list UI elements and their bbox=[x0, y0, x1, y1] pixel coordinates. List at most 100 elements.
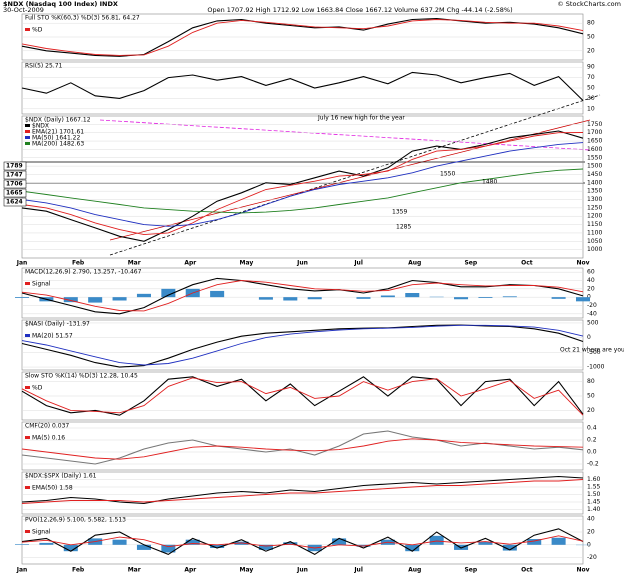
legend-label: EMA(50) 1.58 bbox=[32, 485, 73, 492]
y-tick-label: 0.0 bbox=[587, 449, 597, 456]
y-tick-label: -40 bbox=[587, 310, 597, 317]
histogram-bar bbox=[356, 297, 371, 299]
histogram-bar bbox=[502, 544, 517, 551]
histogram-bar bbox=[575, 297, 591, 302]
y-tick-label: 10 bbox=[587, 105, 595, 112]
x-tick-label: Aug bbox=[408, 567, 421, 574]
y-tick-label: 50 bbox=[587, 85, 595, 92]
legend-label: MA(50) 1641.22 bbox=[32, 135, 80, 142]
y-tick-label: 1500 bbox=[587, 163, 602, 170]
histogram-bar bbox=[210, 544, 225, 548]
histogram-bar bbox=[14, 297, 30, 298]
price-box-label: 1706 bbox=[6, 181, 23, 188]
histogram-bar bbox=[429, 535, 444, 545]
x-tick-label: Jun bbox=[296, 260, 308, 267]
y-tick-label: 1150 bbox=[587, 221, 602, 228]
series-line bbox=[21, 438, 584, 460]
histogram-bar bbox=[185, 539, 200, 545]
y-tick-label: 30 bbox=[587, 95, 595, 102]
panel-title: RSI(5) 25.71 bbox=[25, 63, 63, 70]
y-tick-label: 80 bbox=[587, 378, 595, 385]
x-tick-label: Jan bbox=[16, 567, 28, 574]
price-box-label: 1789 bbox=[6, 163, 23, 170]
legend-label: Signal bbox=[32, 281, 51, 288]
symbol: $NDX (Nasdaq 100 Index) INDX bbox=[3, 0, 118, 8]
legend-swatch bbox=[25, 136, 30, 139]
panel-title: $NDX (Daily) 1667.12 bbox=[25, 117, 91, 124]
y-tick-label: 50 bbox=[587, 393, 595, 400]
panel-title: $NASI (Daily) -131.97 bbox=[25, 321, 90, 328]
panel-frame bbox=[21, 471, 584, 515]
y-tick-label: 20 bbox=[587, 285, 595, 292]
y-tick-label: 40 bbox=[587, 277, 595, 284]
histogram-bar bbox=[478, 541, 493, 545]
series-line bbox=[21, 479, 584, 504]
histogram-bar bbox=[63, 297, 78, 303]
legend-label: %D bbox=[32, 385, 43, 392]
y-tick-label: 60 bbox=[587, 269, 595, 276]
series-line bbox=[21, 535, 584, 549]
histogram-bar bbox=[478, 297, 493, 298]
legend-swatch bbox=[25, 142, 30, 145]
legend-label: EMA(21) 1701.61 bbox=[32, 129, 84, 136]
y-tick-label: -1000 bbox=[587, 364, 605, 371]
y-tick-label: 1.45 bbox=[587, 499, 601, 506]
x-tick-label: Oct bbox=[521, 567, 533, 574]
annotation: Oct 21 where are you going? bbox=[560, 347, 624, 354]
y-tick-label: 40 bbox=[587, 516, 595, 523]
trendline bbox=[99, 119, 591, 151]
x-tick-label: Sep bbox=[464, 260, 477, 267]
y-tick-label: 1650 bbox=[587, 138, 602, 145]
series-line bbox=[21, 130, 584, 242]
legend-label: %D bbox=[32, 27, 43, 34]
x-tick-label: Nov bbox=[576, 260, 589, 267]
histogram-bar bbox=[454, 544, 469, 550]
source: © StockCharts.com bbox=[557, 0, 621, 8]
x-tick-label: Apr bbox=[184, 260, 196, 267]
histogram-bar bbox=[283, 297, 298, 301]
panel-title: PVO(12,26,9) 5.100, 5.582, 1.513 bbox=[25, 517, 126, 524]
histogram-bar bbox=[551, 537, 566, 545]
y-tick-label: 1400 bbox=[587, 179, 602, 186]
series-line bbox=[21, 376, 584, 416]
annotation: July 16 new high for the year bbox=[317, 115, 405, 122]
histogram-bar bbox=[380, 295, 395, 298]
y-tick-label: 0.4 bbox=[587, 425, 597, 432]
y-tick-label: -500 bbox=[587, 349, 601, 356]
histogram-bar bbox=[112, 539, 127, 545]
y-tick-label: 1600 bbox=[587, 146, 602, 153]
series-line bbox=[21, 475, 584, 505]
x-tick-label: Jun bbox=[296, 567, 308, 574]
histogram-bar bbox=[136, 544, 151, 550]
y-tick-label: 1.40 bbox=[587, 506, 601, 513]
histogram-bar bbox=[258, 297, 273, 300]
annotation: 1550 bbox=[440, 171, 455, 178]
legend-label: $NDX bbox=[32, 123, 49, 130]
series-line bbox=[21, 324, 584, 368]
histogram-bar bbox=[258, 544, 273, 550]
legend-swatch bbox=[25, 334, 30, 337]
histogram-bar bbox=[161, 544, 176, 553]
histogram-bar bbox=[63, 544, 78, 552]
y-tick-label: 80 bbox=[587, 20, 595, 27]
y-tick-label: 50 bbox=[587, 34, 595, 41]
x-tick-label: Aug bbox=[408, 260, 421, 267]
histogram-bar bbox=[39, 542, 54, 545]
trendline bbox=[109, 119, 591, 241]
x-tick-label: Jul bbox=[353, 567, 363, 574]
panel-frame bbox=[21, 515, 584, 565]
histogram-bar bbox=[332, 538, 347, 545]
price-box bbox=[3, 179, 27, 189]
x-tick-label: Feb bbox=[72, 260, 85, 267]
y-tick-label: 1.60 bbox=[587, 476, 601, 483]
series-line bbox=[21, 132, 584, 236]
legend-label: MA(200) 1482.63 bbox=[32, 141, 84, 148]
price-box bbox=[3, 197, 27, 207]
date: 30-Oct-2009 bbox=[3, 6, 44, 14]
y-tick-label: -0.2 bbox=[587, 461, 599, 468]
series-line bbox=[21, 168, 584, 214]
panel-title: MACD(12,26,9) 2.790, 13.257, -10.467 bbox=[25, 269, 142, 276]
y-tick-label: 1200 bbox=[587, 213, 602, 220]
quote: Open 1707.92 High 1712.92 Low 1663.84 Cl… bbox=[207, 6, 512, 14]
